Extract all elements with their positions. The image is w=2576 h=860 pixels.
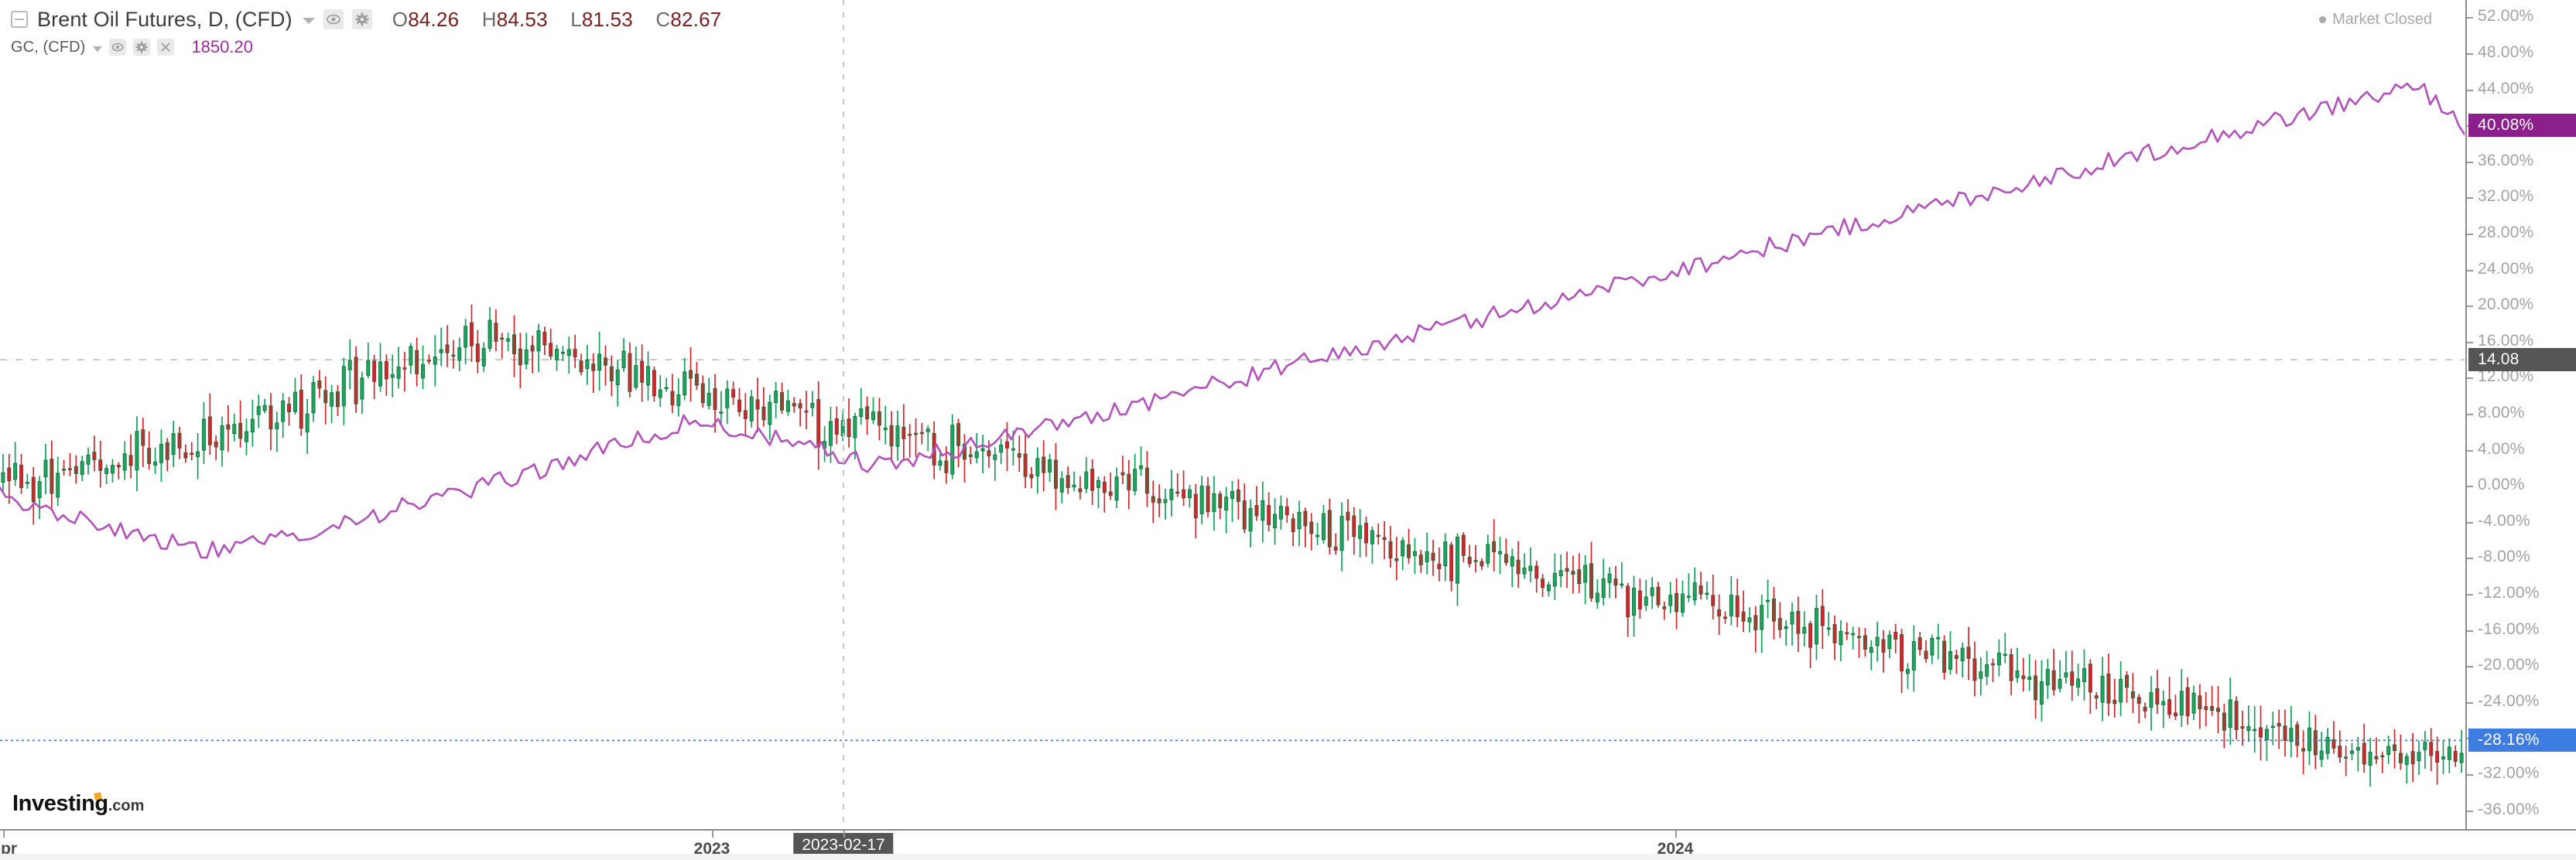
- tick-mark: [2467, 486, 2473, 488]
- ohlc-low: L81.53: [570, 8, 633, 31]
- ohlc-open-label: O: [392, 7, 409, 31]
- tick-mark: [2467, 449, 2473, 452]
- tick-mark: [2467, 161, 2473, 163]
- time-axis-tick-label: 2023: [693, 840, 730, 858]
- price-axis-tick-label: -16.00%: [2478, 619, 2540, 638]
- primary-symbol-label[interactable]: Brent Oil Futures, D, (CFD): [37, 7, 292, 31]
- price-axis-tick-label: -12.00%: [2478, 584, 2540, 602]
- brent-price-badge[interactable]: -28.16%: [2468, 729, 2576, 752]
- status-dot-icon: [2319, 16, 2327, 24]
- gold-price-badge[interactable]: 40.08%: [2468, 114, 2576, 138]
- ohlc-close-label: C: [655, 7, 671, 31]
- price-axis-tick-label: 24.00%: [2478, 259, 2534, 278]
- tick-mark: [2467, 377, 2473, 380]
- price-axis-tick-label: 8.00%: [2478, 404, 2525, 421]
- tick-mark: [2467, 414, 2473, 415]
- bottom-bar: [0, 854, 2576, 860]
- tick-mark: [2467, 521, 2473, 524]
- tick-mark: [2467, 53, 2473, 55]
- tick-mark: [2467, 594, 2473, 596]
- chart-plot-area[interactable]: [0, 0, 2465, 829]
- price-axis-tick-label: -32.00%: [2478, 764, 2540, 783]
- close-icon[interactable]: [157, 39, 175, 56]
- tick-mark: [2467, 630, 2473, 632]
- price-axis-tick-label: 48.00%: [2478, 43, 2534, 61]
- chart-canvas: [0, 0, 2465, 829]
- price-axis-tick-label: 28.00%: [2478, 223, 2534, 241]
- logo-brand: Investing: [12, 791, 108, 816]
- crosshair-tick: [843, 831, 845, 838]
- tick-mark: [2467, 558, 2473, 560]
- price-axis-tick-label: -20.00%: [2478, 656, 2540, 674]
- price-axis-tick-label: 0.00%: [2478, 476, 2525, 494]
- gear-icon[interactable]: [133, 39, 151, 56]
- time-axis-tick: [712, 831, 713, 838]
- time-axis-tick-label: Apr: [0, 840, 18, 858]
- eye-icon[interactable]: [323, 9, 344, 29]
- ohlc-low-label: L: [570, 7, 582, 31]
- secondary-last-value: 1850.20: [191, 37, 253, 56]
- price-axis-tick-label: -24.00%: [2478, 691, 2540, 710]
- time-axis-tick: [3, 831, 5, 838]
- logo-suffix: .com: [108, 797, 145, 814]
- tick-mark: [2467, 701, 2473, 704]
- tick-mark: [2467, 17, 2473, 19]
- tick-mark: [2467, 269, 2473, 271]
- ohlc-high-label: H: [481, 7, 497, 31]
- ohlc-open-value: 84.26: [408, 7, 460, 31]
- price-axis-tick-label: 44.00%: [2478, 79, 2534, 97]
- legend-row-secondary: GC, (CFD): [11, 36, 253, 59]
- ohlc-low-value: 81.53: [581, 7, 633, 31]
- crosshair-date-badge[interactable]: 2023-02-17: [793, 833, 894, 858]
- logo-accent-dot-icon: [94, 792, 102, 800]
- price-axis-tick-label: 4.00%: [2478, 439, 2525, 458]
- price-axis-tick-label: 36.00%: [2478, 151, 2534, 169]
- tick-mark: [2467, 666, 2473, 668]
- tick-mark: [2467, 197, 2473, 200]
- collapse-icon[interactable]: [11, 11, 28, 28]
- price-axis-tick-label: 52.00%: [2478, 7, 2534, 26]
- time-axis-tick: [1675, 831, 1677, 838]
- legend-row-primary: Brent Oil Futures, D, (CFD): [11, 6, 738, 32]
- tick-mark: [2467, 305, 2473, 308]
- time-axis-tick-label: 2024: [1657, 840, 1694, 858]
- ohlc-readout: O84.26 H84.53 L81.53 C82.67: [392, 8, 739, 32]
- secondary-symbol-label[interactable]: GC, (CFD): [11, 38, 86, 56]
- price-axis-tick-label: 20.00%: [2478, 295, 2534, 314]
- crosshair-price-badge[interactable]: 14.08: [2468, 348, 2576, 372]
- price-axis-tick-label: -4.00%: [2478, 511, 2530, 530]
- price-axis-tick-label: 16.00%: [2478, 331, 2534, 350]
- tick-mark: [2467, 89, 2473, 91]
- gear-icon[interactable]: [351, 9, 372, 29]
- market-status-label: Market Closed: [2332, 11, 2432, 28]
- ohlc-close: C82.67: [655, 8, 721, 31]
- investing-logo: Investing.com: [12, 791, 144, 817]
- tick-mark: [2467, 233, 2473, 235]
- price-axis[interactable]: 52.00%48.00%44.00%40.00%36.00%32.00%28.0…: [2465, 0, 2576, 829]
- ohlc-close-value: 82.67: [670, 7, 722, 31]
- market-status: Market Closed: [2319, 11, 2432, 29]
- price-axis-tick-label: 32.00%: [2478, 187, 2534, 206]
- ohlc-high: H84.53: [482, 8, 548, 31]
- eye-icon[interactable]: [109, 39, 127, 56]
- ohlc-open: O84.26: [392, 8, 460, 31]
- tick-mark: [2467, 810, 2473, 812]
- price-axis-tick-label: -36.00%: [2478, 800, 2540, 818]
- ohlc-high-value: 84.53: [496, 7, 548, 31]
- tick-mark: [2467, 341, 2473, 343]
- tick-mark: [2467, 774, 2473, 776]
- chart-legend: Brent Oil Futures, D, (CFD): [0, 0, 2576, 67]
- price-axis-tick-label: -8.00%: [2478, 548, 2530, 566]
- chevron-down-icon[interactable]: [302, 18, 315, 24]
- chevron-down-icon[interactable]: [93, 46, 103, 52]
- price-axis-tick-label: 12.00%: [2478, 367, 2534, 386]
